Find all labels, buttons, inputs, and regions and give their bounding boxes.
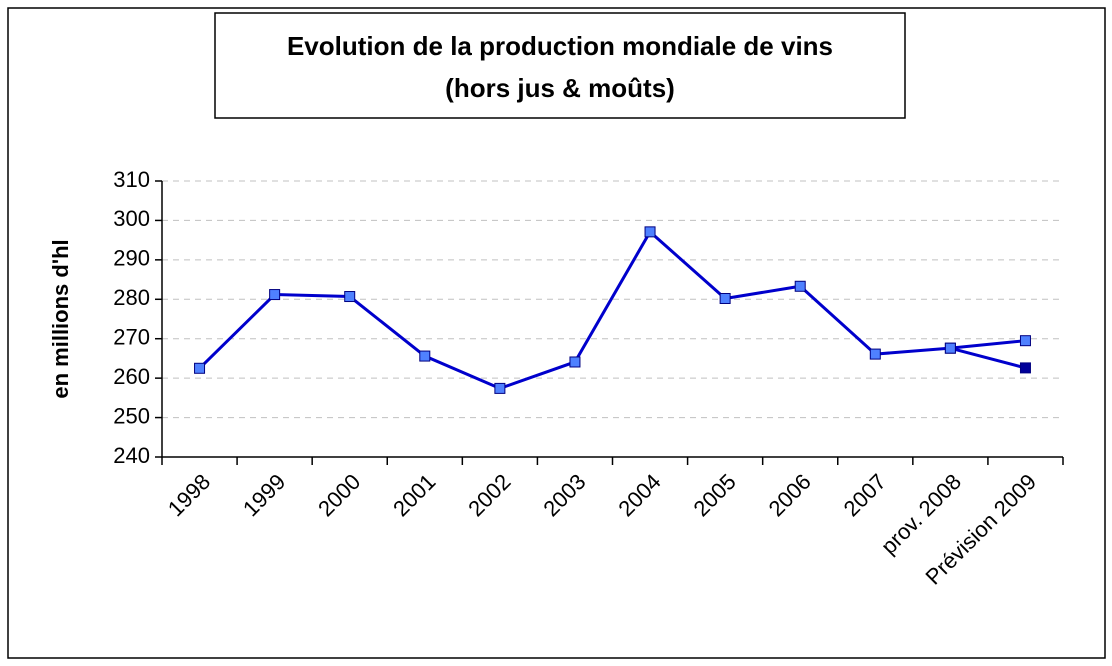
series-line	[949, 346, 1026, 370]
y-tick-label: 240	[113, 443, 150, 468]
chart-title: Evolution de la production mondiale de v…	[287, 31, 833, 61]
marker	[944, 342, 956, 354]
y-tick-label: 260	[113, 364, 150, 389]
marker	[569, 356, 581, 368]
marker	[269, 289, 281, 301]
marker	[794, 280, 806, 292]
marker	[494, 382, 506, 394]
marker	[869, 348, 881, 360]
series-line	[198, 229, 1026, 391]
marker	[419, 350, 431, 362]
marker	[1019, 362, 1031, 374]
title-box	[214, 12, 906, 119]
marker	[644, 226, 656, 238]
marker	[344, 291, 356, 303]
chart-subtitle: (hors jus & moûts)	[445, 73, 675, 103]
marker	[194, 362, 206, 374]
y-tick-label: 290	[113, 246, 150, 271]
y-tick-label: 280	[113, 285, 150, 310]
marker	[719, 292, 731, 304]
y-tick-label: 250	[113, 403, 150, 428]
y-tick-label: 310	[113, 167, 150, 192]
marker	[1019, 335, 1031, 347]
y-axis-label: en millions d'hl	[48, 239, 73, 398]
y-tick-label: 270	[113, 325, 150, 350]
y-tick-label: 300	[113, 206, 150, 231]
